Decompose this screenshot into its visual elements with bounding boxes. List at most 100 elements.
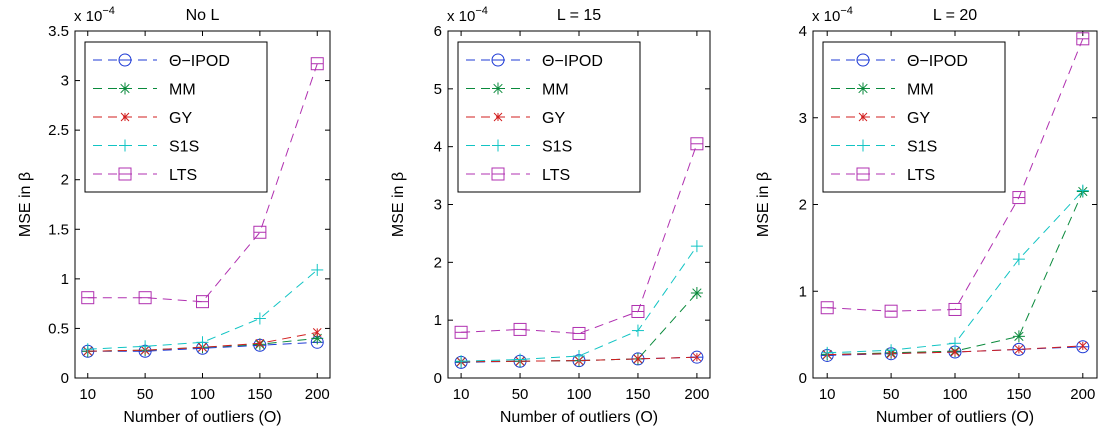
data-point bbox=[311, 263, 324, 276]
legend-marker bbox=[119, 139, 131, 152]
legend-marker bbox=[856, 167, 870, 181]
chart-title: No L bbox=[186, 7, 220, 24]
data-point bbox=[573, 350, 585, 363]
legend-label: Θ−IPOD bbox=[907, 53, 968, 70]
series-line-Θ−IPOD bbox=[87, 341, 318, 352]
y-tick-label: 3 bbox=[61, 73, 69, 90]
data-point bbox=[950, 347, 960, 357]
y-exponent-label: x 10−4 bbox=[74, 5, 115, 25]
data-point bbox=[1076, 184, 1089, 197]
legend-marker bbox=[118, 167, 132, 181]
x-tick-label: 150 bbox=[247, 386, 272, 403]
legend-label: LTS bbox=[907, 167, 935, 184]
data-point bbox=[253, 312, 266, 325]
legend-marker bbox=[118, 53, 132, 67]
data-point bbox=[312, 328, 322, 337]
chart-title: L = 15 bbox=[557, 7, 601, 24]
data-point bbox=[820, 301, 834, 315]
legend-label: GY bbox=[169, 110, 192, 127]
legend-marker bbox=[119, 82, 131, 95]
y-axis-label: MSE in β bbox=[755, 172, 772, 237]
data-point bbox=[196, 295, 209, 309]
chart-panel-3: 0 1 2 3 4 10 50 100 150 200 Number of outliers (O)… bbox=[755, 5, 1098, 426]
y-tick-label: 4 bbox=[434, 139, 442, 156]
y-exponent-label: x 10−4 bbox=[812, 5, 853, 25]
legend-label: GY bbox=[542, 110, 565, 127]
legend-label: Θ−IPOD bbox=[169, 53, 230, 70]
y-exponent-power: −4 bbox=[475, 5, 488, 17]
data-point bbox=[310, 57, 324, 71]
legend-marker bbox=[492, 139, 504, 152]
y-tick-label: 3 bbox=[799, 110, 807, 127]
x-tick-label: 50 bbox=[883, 386, 900, 403]
data-point bbox=[690, 286, 703, 299]
y-tick-label: 2 bbox=[434, 254, 442, 271]
data-point bbox=[1078, 341, 1088, 351]
data-point bbox=[821, 346, 834, 359]
chart-panel-2: 0 1 2 3 4 5 6 10 50 100 150 200 Number of outliers (… bbox=[390, 5, 711, 426]
y-tick-label: 2 bbox=[61, 172, 69, 189]
y-tick-label: 2 bbox=[799, 197, 807, 214]
legend-label: MM bbox=[542, 82, 569, 99]
data-point bbox=[454, 325, 468, 339]
data-point bbox=[631, 324, 644, 337]
x-tick-label: 100 bbox=[190, 386, 215, 403]
y-exponent-label: x 10−4 bbox=[447, 5, 488, 25]
x-tick-label: 100 bbox=[942, 386, 967, 403]
data-point bbox=[255, 338, 265, 348]
y-tick-label: 1 bbox=[799, 283, 807, 300]
x-tick-label: 200 bbox=[1070, 386, 1095, 403]
data-point bbox=[631, 304, 645, 318]
x-tick-label: 10 bbox=[79, 386, 96, 403]
x-tick-label: 150 bbox=[625, 386, 650, 403]
legend-marker bbox=[857, 139, 869, 152]
data-point bbox=[81, 291, 95, 305]
y-tick-label: 6 bbox=[434, 23, 442, 40]
legend-marker bbox=[491, 167, 505, 181]
y-tick-label: 4 bbox=[799, 23, 807, 40]
legend-marker bbox=[491, 53, 505, 67]
data-point bbox=[1014, 345, 1024, 354]
data-point bbox=[690, 137, 704, 151]
y-tick-label: 3.5 bbox=[48, 23, 69, 40]
x-axis-label: Number of outliers (O) bbox=[123, 409, 281, 426]
chart-title: L = 20 bbox=[933, 7, 977, 24]
y-tick-label: 1 bbox=[61, 271, 69, 288]
legend: Θ−IPOD MM GY S1S LTS bbox=[84, 41, 268, 193]
series-line-GY bbox=[87, 331, 318, 352]
series-line-LTS bbox=[87, 63, 318, 303]
legend-marker bbox=[120, 112, 130, 122]
x-axis-label: Number of outliers (O) bbox=[500, 409, 658, 426]
data-point bbox=[1012, 330, 1025, 343]
x-axis-label: Number of outliers (O) bbox=[876, 409, 1034, 426]
data-point bbox=[690, 240, 703, 253]
legend-marker bbox=[493, 112, 503, 122]
y-tick-label: 0 bbox=[434, 370, 442, 387]
legend-marker bbox=[856, 53, 870, 67]
legend-label: LTS bbox=[542, 167, 570, 184]
data-point bbox=[692, 352, 702, 362]
data-point bbox=[1012, 191, 1026, 205]
legend-label: MM bbox=[907, 82, 934, 99]
legend-label: MM bbox=[169, 82, 196, 99]
data-point bbox=[885, 344, 898, 357]
x-tick-label: 200 bbox=[305, 386, 330, 403]
data-point bbox=[884, 304, 898, 318]
legend: Θ−IPOD MM GY S1S LTS bbox=[822, 41, 1006, 193]
x-tick-label: 50 bbox=[512, 386, 529, 403]
x-tick-label: 100 bbox=[566, 386, 591, 403]
y-tick-label: 5 bbox=[434, 81, 442, 98]
data-point bbox=[81, 343, 94, 356]
data-point bbox=[572, 326, 586, 340]
y-tick-label: 1 bbox=[434, 312, 442, 329]
data-point bbox=[1076, 32, 1090, 46]
legend-label: S1S bbox=[907, 139, 937, 156]
y-axis-label: MSE in β bbox=[390, 172, 407, 237]
data-point bbox=[1012, 253, 1025, 266]
series-line-S1S bbox=[461, 245, 698, 362]
y-axis-label: MSE in β bbox=[17, 172, 34, 237]
series-line-S1S bbox=[87, 269, 318, 350]
legend-label: LTS bbox=[169, 167, 197, 184]
data-point bbox=[455, 355, 468, 368]
x-tick-label: 10 bbox=[453, 386, 470, 403]
